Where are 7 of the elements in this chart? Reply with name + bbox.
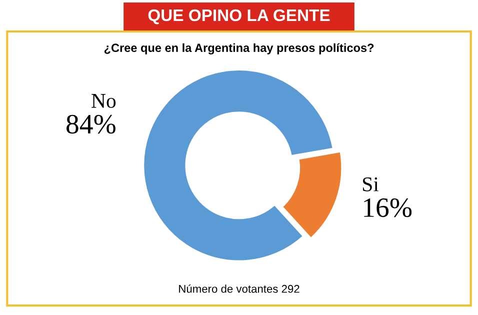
- data-label: 16%: [364, 198, 412, 218]
- slice-label: No: [92, 94, 116, 108]
- slice-label: Si: [362, 177, 379, 192]
- data-label: 84%: [66, 114, 116, 134]
- chart-subtitle: ¿Cree que en la Argentina hay presos políticos?: [104, 43, 374, 54]
- text: Número de votantes 292: [179, 284, 300, 293]
- chart-title: QUE OPINO LA GENTE: [148, 9, 330, 24]
